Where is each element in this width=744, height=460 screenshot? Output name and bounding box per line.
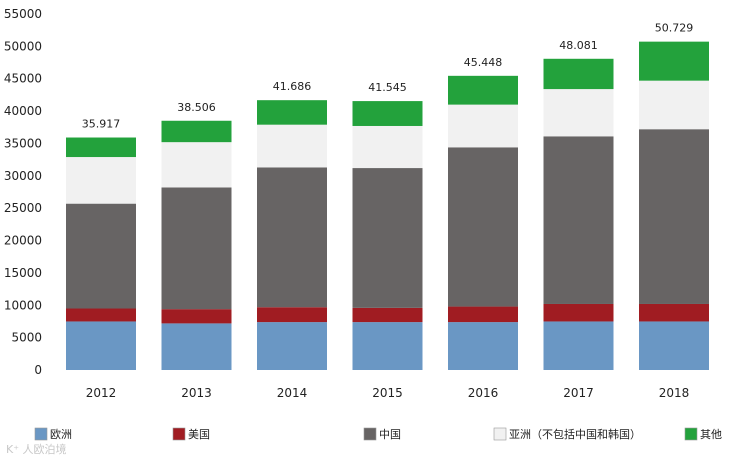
legend-swatch-0 xyxy=(34,427,48,441)
bar-segment-2018-1 xyxy=(639,303,709,322)
legend-label-2: 中国 xyxy=(379,428,401,441)
y-tick-label: 45000 xyxy=(4,72,42,86)
bar-segment-2018-4 xyxy=(639,41,709,81)
bar-segment-2014-0 xyxy=(257,322,327,370)
x-tick-label-2017: 2017 xyxy=(563,386,594,400)
x-axis-labels: 2012 2013 2014 2015 2016 2017 2018 xyxy=(86,386,690,400)
legend-label-1: 美国 xyxy=(188,428,210,441)
y-tick-label: 40000 xyxy=(4,104,42,118)
bar-segment-2012-1 xyxy=(66,308,136,322)
bar-segment-2015-3 xyxy=(352,125,423,169)
legend-label-0: 欧洲 xyxy=(50,428,72,441)
legend-label-4: 其他 xyxy=(700,428,722,441)
total-label-2016: 45.448 xyxy=(464,56,503,69)
y-tick-label: 20000 xyxy=(4,234,42,248)
bar-segment-2017-2 xyxy=(543,136,614,304)
legend-swatch-1 xyxy=(172,427,186,441)
total-label-2015: 41.545 xyxy=(368,81,407,94)
y-tick-label: 0 xyxy=(34,363,42,377)
bar-segment-2015-4 xyxy=(352,101,423,126)
y-tick-label: 35000 xyxy=(4,136,42,150)
bar-segment-2016-1 xyxy=(448,306,518,323)
bar-segment-2018-2 xyxy=(639,129,709,304)
bar-segment-2013-1 xyxy=(161,309,232,324)
y-tick-label: 55000 xyxy=(4,7,42,21)
bar-segment-2014-4 xyxy=(257,100,327,125)
bar-segment-2012-0 xyxy=(66,321,136,370)
y-tick-label: 25000 xyxy=(4,201,42,215)
x-tick-label-2014: 2014 xyxy=(277,386,308,400)
bar-segment-2012-3 xyxy=(66,157,136,204)
legend: 欧洲 美国 中国 亚洲（不包括中国和韩国） 其他 xyxy=(34,427,722,441)
legend-swatch-2 xyxy=(363,427,377,441)
bar-segment-2014-1 xyxy=(257,307,327,323)
total-label-2013: 38.506 xyxy=(177,101,216,114)
bars xyxy=(66,41,709,370)
y-tick-label: 15000 xyxy=(4,266,42,280)
legend-label-3: 亚洲（不包括中国和韩国） xyxy=(509,427,641,441)
bar-segment-2012-4 xyxy=(66,137,136,158)
bar-segment-2013-2 xyxy=(161,187,232,310)
bar-segment-2013-4 xyxy=(161,120,232,143)
bar-segment-2017-0 xyxy=(543,321,614,370)
bar-segment-2016-2 xyxy=(448,147,518,307)
bar-segment-2014-3 xyxy=(257,124,327,168)
bar-segment-2017-4 xyxy=(543,58,614,90)
x-tick-label-2012: 2012 xyxy=(86,386,117,400)
y-axis: 5500050000450004000035000300002500020000… xyxy=(4,7,42,377)
y-tick-label: 5000 xyxy=(11,331,42,345)
bar-segment-2016-4 xyxy=(448,75,518,105)
bar-segment-2014-2 xyxy=(257,167,327,308)
bar-segment-2016-3 xyxy=(448,104,518,148)
x-tick-label-2018: 2018 xyxy=(659,386,690,400)
bar-segment-2013-0 xyxy=(161,323,232,370)
bar-segment-2015-0 xyxy=(352,322,423,370)
bar-segment-2018-0 xyxy=(639,321,709,370)
bar-segment-2015-2 xyxy=(352,168,423,308)
bar-segment-2013-3 xyxy=(161,142,232,188)
bar-segment-2017-1 xyxy=(543,303,614,322)
total-label-2018: 50.729 xyxy=(655,22,694,35)
y-tick-label: 10000 xyxy=(4,298,42,312)
x-tick-label-2015: 2015 xyxy=(372,386,403,400)
x-tick-label-2013: 2013 xyxy=(181,386,212,400)
y-tick-label: 30000 xyxy=(4,169,42,183)
watermark-text: K⁺ 人欧泊境 xyxy=(6,442,67,456)
legend-swatch-3 xyxy=(493,427,507,441)
bar-segment-2016-0 xyxy=(448,322,518,370)
total-label-2012: 35.917 xyxy=(82,118,121,131)
bar-segment-2017-3 xyxy=(543,89,614,137)
bar-segment-2018-3 xyxy=(639,80,709,130)
total-label-2017: 48.081 xyxy=(559,39,598,52)
y-tick-label: 50000 xyxy=(4,39,42,53)
total-label-2014: 41.686 xyxy=(273,80,312,93)
bar-segment-2015-1 xyxy=(352,307,423,323)
x-tick-label-2016: 2016 xyxy=(468,386,499,400)
bar-segment-2012-2 xyxy=(66,203,136,309)
legend-swatch-4 xyxy=(684,427,698,441)
total-labels: 35.917 38.506 41.686 41.545 45.448 48.081 50.7… xyxy=(82,22,694,131)
